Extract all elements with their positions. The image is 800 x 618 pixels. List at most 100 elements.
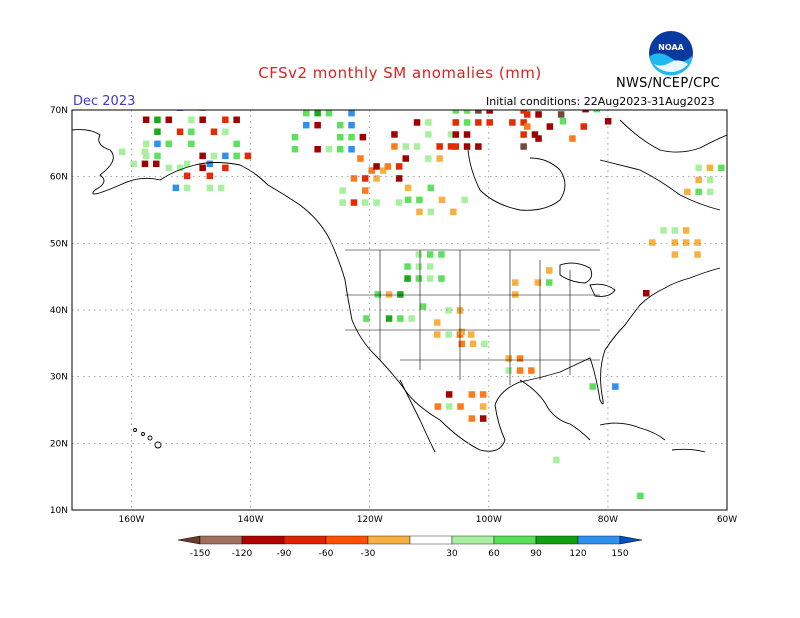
colorbar-swatch	[535, 535, 579, 545]
anomaly-cell	[452, 143, 459, 150]
anomaly-cell	[695, 164, 702, 172]
anomaly-cell	[413, 143, 421, 150]
anomaly-cell	[419, 303, 427, 310]
anomaly-cell	[505, 355, 512, 362]
anomaly-cell	[535, 135, 542, 142]
anomaly-cell	[404, 263, 411, 270]
anomaly-cell	[188, 128, 195, 135]
anomaly-cell	[153, 160, 160, 168]
anomaly-cell	[244, 152, 252, 160]
anomaly-cell	[141, 148, 149, 156]
anomaly-cell	[391, 143, 398, 150]
anomaly-cell	[512, 291, 519, 298]
anomaly-cell	[337, 146, 344, 153]
latitude-label: 20N	[50, 439, 68, 449]
anomaly-cell	[415, 275, 423, 282]
latitude-label: 50N	[50, 239, 68, 249]
anomaly-cell	[337, 121, 344, 129]
anomaly-cell	[183, 172, 191, 180]
anomaly-cell	[512, 279, 519, 286]
anomaly-cell	[457, 403, 464, 410]
anomaly-cell	[402, 155, 409, 162]
anomaly-cell	[416, 196, 423, 204]
anomaly-cell	[176, 128, 184, 135]
anomaly-cell	[339, 187, 346, 194]
colorbar-swatch	[451, 535, 495, 545]
anomaly-cell	[210, 152, 218, 160]
anomaly-cell	[643, 290, 650, 297]
anomaly-cell	[682, 227, 690, 234]
anomaly-cell	[445, 307, 452, 314]
anomaly-cell	[469, 340, 477, 348]
anomaly-cell	[694, 239, 701, 246]
anomaly-cell	[695, 176, 702, 184]
anomaly-cell	[325, 146, 333, 153]
anomaly-cell	[434, 331, 441, 338]
anomaly-cell	[314, 110, 321, 117]
anomaly-cell	[425, 155, 432, 162]
anomaly-cell	[359, 133, 367, 141]
anomaly-cell	[516, 367, 524, 374]
anomaly-cell	[438, 251, 445, 258]
anomaly-cell	[468, 391, 476, 398]
anomaly-cell	[475, 95, 482, 102]
anomaly-cell	[379, 167, 387, 174]
anomaly-cell	[357, 155, 364, 162]
anomaly-cell	[486, 110, 493, 114]
anomaly-cell	[222, 128, 229, 135]
anomaly-cell	[362, 199, 369, 206]
anomaly-cell	[395, 163, 403, 170]
anomaly-cell	[154, 128, 161, 135]
anomaly-cell	[142, 140, 150, 148]
latitude-labels: 70N 60N 50N 40N 30N 20N 10N	[50, 106, 68, 516]
anomaly-cell	[415, 263, 423, 270]
anomaly-cell	[362, 175, 369, 182]
longitude-label: 80W	[598, 515, 618, 525]
colorbar-label: -90	[277, 549, 292, 559]
latitude-label: 60N	[50, 173, 68, 183]
anomaly-cell	[404, 196, 412, 204]
anomaly-cell	[363, 315, 370, 322]
colorbar-arrow-left	[177, 535, 201, 545]
anomaly-cell	[397, 291, 404, 298]
anomaly-cell	[350, 175, 358, 182]
colorbar-swatch	[367, 535, 411, 545]
anomaly-cell	[165, 164, 172, 172]
anomaly-cell	[694, 251, 701, 258]
anomaly-cell	[452, 131, 459, 138]
anomaly-cell	[154, 140, 161, 148]
anomaly-cell	[531, 131, 539, 138]
anomaly-cell	[142, 152, 150, 160]
anomaly-cell	[434, 319, 441, 326]
anomaly-cell	[165, 140, 172, 148]
colorbar-swatch	[325, 535, 369, 545]
colorbar-swatch	[409, 535, 453, 545]
anomaly-cell	[520, 119, 527, 126]
anomaly-cell	[154, 152, 161, 160]
anomaly-cell	[553, 456, 560, 464]
anomaly-cell	[395, 175, 403, 182]
anomaly-cell	[427, 184, 434, 192]
anomaly-cell	[528, 367, 535, 374]
longitude-label: 100W	[476, 515, 502, 525]
anomaly-cell	[408, 315, 415, 322]
anomaly-cell	[373, 175, 380, 182]
anomaly-cell	[535, 111, 542, 118]
anomaly-cell	[385, 315, 393, 322]
chart-title: CFSv2 monthly SM anomalies (mm)	[258, 64, 542, 82]
anomaly-cell	[706, 164, 714, 172]
anomaly-cell	[391, 131, 398, 138]
anomaly-cell	[348, 121, 355, 129]
anomaly-cell	[373, 163, 380, 170]
anomaly-cell	[447, 131, 455, 138]
initial-conditions-label: Initial conditions: 22Aug2023-31Aug2023	[486, 95, 715, 108]
anomaly-cell	[479, 391, 487, 398]
anomaly-cell	[546, 279, 553, 286]
colorbar-swatch	[199, 535, 243, 545]
anomaly-cell	[165, 116, 172, 123]
anomaly-cell	[206, 160, 214, 168]
colorbar-arrow-right	[619, 535, 643, 545]
anomaly-cell	[348, 146, 355, 153]
anomaly-cell	[130, 160, 137, 168]
colorbar-label: 90	[530, 549, 542, 559]
